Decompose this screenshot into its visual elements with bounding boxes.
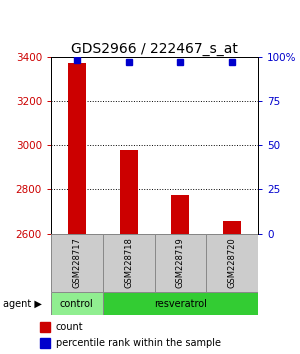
Title: GDS2966 / 222467_s_at: GDS2966 / 222467_s_at: [71, 42, 238, 56]
Text: resveratrol: resveratrol: [154, 298, 207, 309]
Text: agent ▶: agent ▶: [3, 298, 42, 309]
Bar: [103, 292, 258, 315]
Bar: [51, 292, 103, 315]
Text: count: count: [56, 322, 84, 332]
Text: GSM228718: GSM228718: [124, 238, 133, 288]
Bar: [103, 234, 154, 292]
Bar: [40, 322, 50, 332]
Bar: [68, 63, 86, 234]
Bar: [171, 195, 189, 234]
Bar: [223, 222, 241, 234]
Text: GSM228717: GSM228717: [72, 238, 81, 288]
Text: control: control: [60, 298, 94, 309]
Bar: [51, 234, 103, 292]
Bar: [206, 234, 258, 292]
Bar: [154, 234, 206, 292]
Bar: [40, 338, 50, 348]
Text: GSM228720: GSM228720: [228, 238, 237, 288]
Text: percentile rank within the sample: percentile rank within the sample: [56, 338, 221, 348]
Bar: [120, 149, 138, 234]
Text: GSM228719: GSM228719: [176, 238, 185, 288]
